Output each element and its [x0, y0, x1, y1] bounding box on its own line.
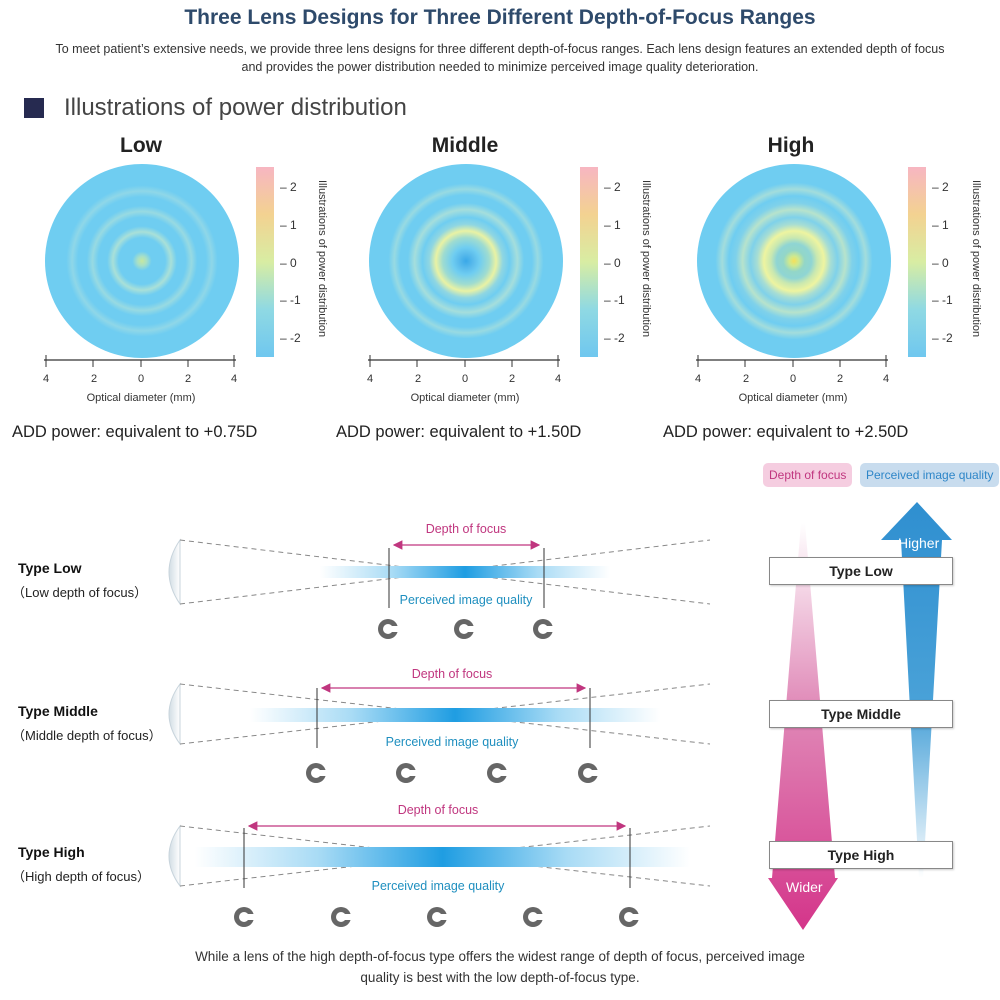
legend-type-middle-box: Type Middle — [769, 700, 953, 728]
type-middle-subtitle: （Middle depth of focus） — [12, 728, 162, 743]
lens-disc-high — [697, 164, 891, 358]
landolt-c-icon — [306, 763, 327, 783]
legend-higher-label: Higher — [898, 535, 940, 551]
legend-type-high-box: Type High — [769, 841, 953, 869]
lens-title-low: Low — [120, 134, 162, 157]
type-high-dof-label: Depth of focus — [397, 803, 479, 817]
type-high-diagram — [168, 821, 711, 888]
axis-tick-high-4: 2 — [836, 373, 844, 385]
type-middle-piq-label: Perceived image quality — [385, 735, 519, 749]
axis-tick-high-2: 2 — [742, 373, 750, 385]
axis-line-middle — [368, 355, 560, 367]
type-high-piq-label: Perceived image quality — [371, 879, 505, 893]
colorbar-high — [908, 167, 926, 357]
type-middle-title: Type Middle — [18, 703, 98, 719]
legend-wider-label: Wider — [786, 879, 823, 895]
section-square-icon — [24, 98, 44, 118]
axis-tick-low-4: 2 — [184, 373, 192, 385]
colorbar-tick-high-2: – 2 — [932, 180, 949, 194]
type-high-c-symbols — [234, 907, 640, 927]
axis-tick-low-2: 2 — [90, 373, 98, 385]
type-low-subtitle: （Low depth of focus） — [12, 585, 148, 600]
axis-tick-high-1: 4 — [694, 373, 702, 385]
landolt-c-icon — [487, 763, 508, 783]
colorbar-tick-middle-m2: – -2 — [604, 331, 625, 345]
axis-tick-low-5: 4 — [230, 373, 238, 385]
axis-caption-low: Optical diameter (mm) — [86, 392, 196, 404]
add-power-low: ADD power: equivalent to +0.75D — [12, 423, 258, 441]
type-middle-diagram — [168, 682, 711, 748]
intro-text: To meet patient’s extensive needs, we pr… — [10, 40, 990, 76]
axis-tick-middle-3: 0 — [461, 373, 469, 385]
type-high-subtitle: （High depth of focus） — [12, 869, 151, 884]
colorbar-tick-high-0: – 0 — [932, 256, 949, 270]
type-middle-dof-label: Depth of focus — [411, 667, 493, 681]
axis-tick-low-1: 4 — [42, 373, 50, 385]
legend-pill-image-quality: Perceived image quality — [860, 463, 1000, 487]
lens-title-middle: Middle — [431, 134, 499, 157]
colorbar-tick-middle-2: – 2 — [604, 180, 621, 194]
landolt-c-icon — [578, 763, 599, 783]
lens-disc-low — [45, 164, 239, 358]
add-power-high: ADD power: equivalent to +2.50D — [663, 423, 909, 441]
legend-pill-depth-of-focus: Depth of focus — [763, 463, 853, 487]
colorbar-label-middle: Illustrations of power distribution — [640, 180, 652, 338]
axis-line-high — [696, 355, 888, 367]
intro-line-1: To meet patient’s extensive needs, we pr… — [55, 42, 945, 56]
lens-title-high: High — [767, 134, 815, 157]
section-title: Illustrations of power distribution — [64, 94, 407, 121]
axis-tick-middle-4: 2 — [508, 373, 516, 385]
colorbar-tick-high-1: – 1 — [932, 218, 949, 232]
type-low-diagram — [168, 538, 711, 608]
axis-line-low — [44, 355, 236, 367]
colorbar-tick-middle-1: – 1 — [604, 218, 621, 232]
legend-type-low-box: Type Low — [769, 557, 953, 585]
add-power-middle: ADD power: equivalent to +1.50D — [336, 423, 582, 441]
colorbar-low — [256, 167, 274, 357]
type-middle-c-symbols — [306, 763, 599, 783]
axis-tick-high-5: 4 — [882, 373, 890, 385]
axis-tick-high-3: 0 — [789, 373, 797, 385]
colorbar-tick-low-1: – 1 — [280, 218, 297, 232]
colorbar-tick-low-0: – 0 — [280, 256, 297, 270]
axis-tick-middle-1: 4 — [366, 373, 374, 385]
type-high-title: Type High — [18, 844, 85, 860]
colorbar-tick-low-2: – 2 — [280, 180, 297, 194]
landolt-c-icon — [378, 619, 399, 639]
colorbar-label-low: Illustrations of power distribution — [316, 180, 328, 338]
colorbar-middle — [580, 167, 598, 357]
intro-line-2: and provides the power distribution need… — [241, 60, 759, 74]
landolt-c-icon — [396, 763, 417, 783]
colorbar-tick-high-m1: – -1 — [932, 293, 953, 307]
landolt-c-icon — [533, 619, 554, 639]
type-low-title: Type Low — [18, 560, 82, 576]
page-title: Three Lens Designs for Three Different D… — [184, 6, 816, 29]
footer-note: While a lens of the high depth-of-focus … — [110, 946, 890, 988]
axis-tick-middle-5: 4 — [554, 373, 562, 385]
landolt-c-icon — [427, 907, 448, 927]
axis-tick-middle-2: 2 — [414, 373, 422, 385]
landolt-c-icon — [234, 907, 255, 927]
colorbar-label-high: Illustrations of power distribution — [970, 180, 982, 338]
axis-caption-high: Optical diameter (mm) — [738, 392, 848, 404]
colorbar-tick-low-m1: – -1 — [280, 293, 301, 307]
landolt-c-icon — [619, 907, 640, 927]
type-low-c-symbols — [378, 619, 554, 639]
higher-arrow-icon — [881, 502, 952, 878]
type-low-dof-label: Depth of focus — [425, 522, 507, 536]
landolt-c-icon — [523, 907, 544, 927]
axis-tick-low-3: 0 — [137, 373, 145, 385]
landolt-c-icon — [331, 907, 352, 927]
type-low-piq-label: Perceived image quality — [399, 593, 533, 607]
landolt-c-icon — [454, 619, 475, 639]
lens-disc-middle — [369, 164, 563, 358]
colorbar-tick-middle-m1: – -1 — [604, 293, 625, 307]
axis-caption-middle: Optical diameter (mm) — [410, 392, 520, 404]
footer-line-1: While a lens of the high depth-of-focus … — [195, 949, 805, 964]
footer-line-2: quality is best with the low depth-of-fo… — [360, 970, 640, 985]
colorbar-tick-low-m2: – -2 — [280, 331, 301, 345]
colorbar-tick-high-m2: – -2 — [932, 331, 953, 345]
colorbar-tick-middle-0: – 0 — [604, 256, 621, 270]
